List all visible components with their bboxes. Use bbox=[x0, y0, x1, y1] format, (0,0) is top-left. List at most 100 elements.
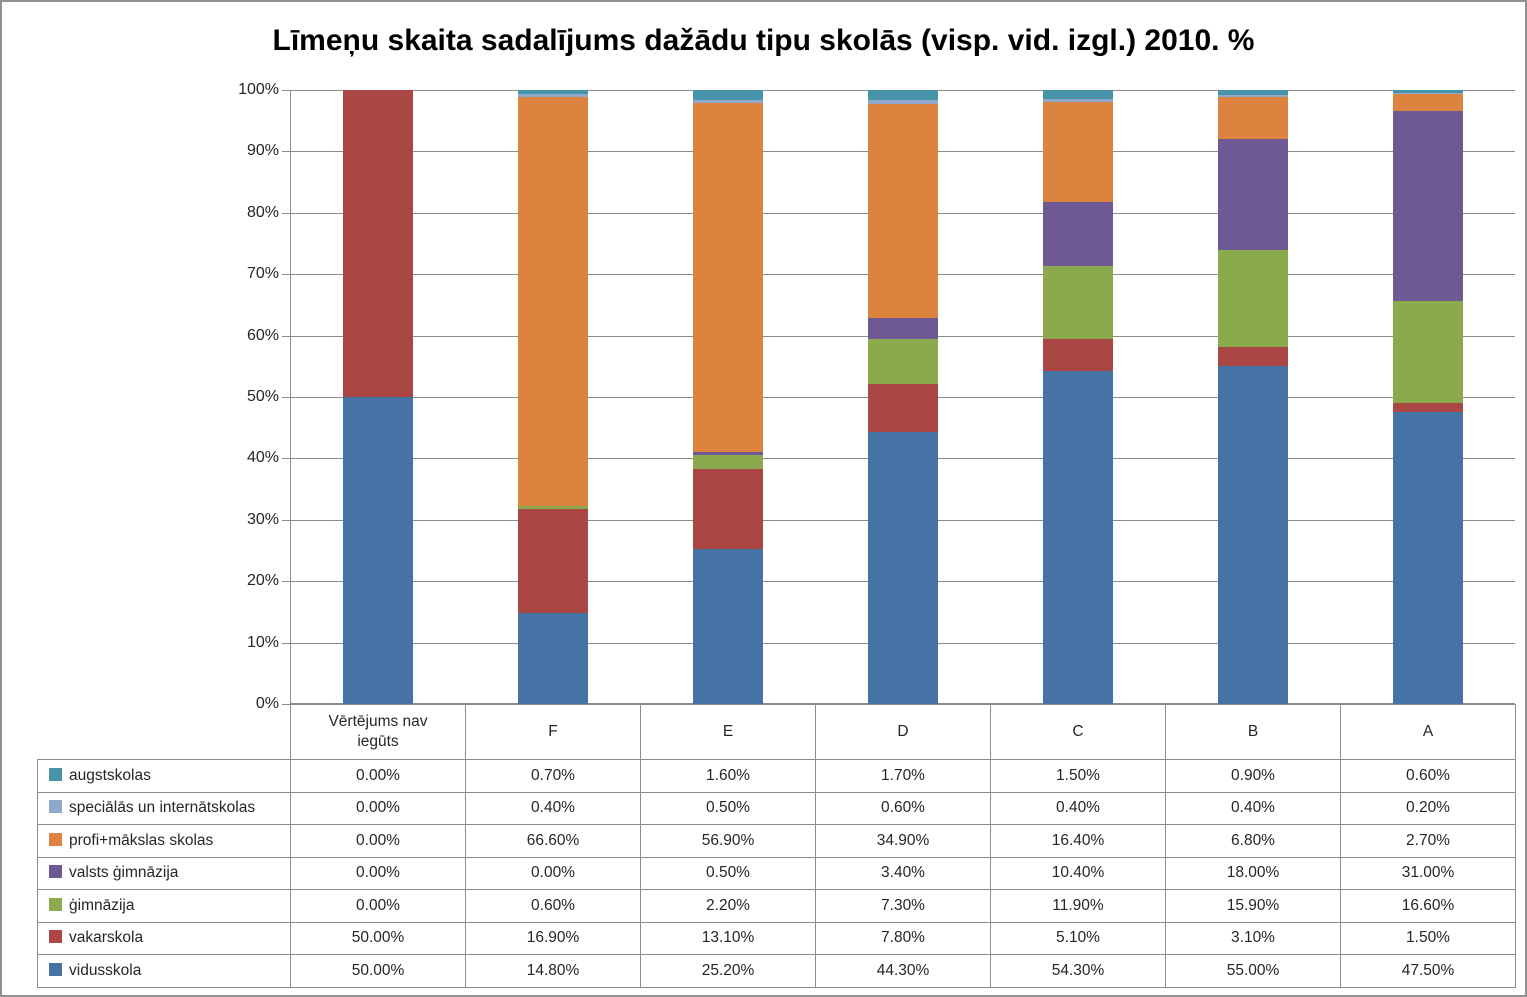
value-cell: 0.00% bbox=[290, 856, 466, 890]
value-cell: 31.00% bbox=[1340, 856, 1516, 890]
value-cell: 3.10% bbox=[1165, 921, 1341, 955]
value-cell: 2.70% bbox=[1340, 824, 1516, 858]
bar-column bbox=[290, 90, 465, 704]
y-tick-label: 60% bbox=[246, 326, 279, 344]
y-axis-labels: 0% 10% 20% 30% 40% 50% 60% 70% 80% 90% 100% bbox=[142, 81, 279, 712]
table-row: ģimnāzija 0.00% 0.60% 2.20% 7.30% 11.90% 15.90… bbox=[37, 889, 1516, 923]
y-tick-mark bbox=[282, 642, 290, 644]
y-tick-label: 100% bbox=[238, 81, 279, 98]
bar-segment bbox=[692, 452, 763, 456]
value-cell: 1.60% bbox=[640, 759, 816, 793]
stacked-bar bbox=[867, 90, 938, 704]
value-cell: 6.80% bbox=[1165, 824, 1341, 858]
value-cell: 25.20% bbox=[640, 954, 816, 988]
bar-segment bbox=[517, 509, 588, 614]
legend-swatch bbox=[49, 800, 62, 814]
value-cell: 50.00% bbox=[290, 921, 466, 955]
bar-segment bbox=[1042, 202, 1113, 267]
series-label: ģimnāzija bbox=[69, 896, 135, 914]
stacked-bar bbox=[1217, 90, 1288, 704]
table-row: vidusskola 50.00% 14.80% 25.20% 44.30% 54.30%… bbox=[37, 954, 1516, 988]
series-label: valsts ģimnāzija bbox=[69, 864, 179, 882]
bar-segment bbox=[692, 549, 763, 704]
row-label-cell: profi+mākslas skolas bbox=[37, 824, 291, 858]
stacked-bar bbox=[1042, 90, 1113, 704]
value-cell: 0.50% bbox=[640, 791, 816, 825]
value-cell: 34.90% bbox=[815, 824, 991, 858]
bar-column bbox=[990, 90, 1165, 704]
series-label: vakarskola bbox=[69, 929, 144, 947]
legend-swatch bbox=[49, 832, 62, 846]
value-cell: 16.90% bbox=[465, 921, 641, 955]
y-tick-label: 30% bbox=[246, 510, 279, 528]
table-row: valsts ģimnāzija 0.00% 0.00% 0.50% 3.40% 10.4… bbox=[37, 856, 1516, 890]
y-tick-mark bbox=[282, 151, 290, 153]
table-row: profi+mākslas skolas 0.00% 66.60% 56.90% 34.… bbox=[37, 824, 1516, 858]
value-cell: 11.90% bbox=[990, 889, 1166, 923]
value-cell: 18.00% bbox=[1165, 856, 1341, 890]
plot-area bbox=[290, 90, 1515, 704]
table-row: vakarskola 50.00% 16.90% 13.10% 7.80% 5.10% 3.… bbox=[37, 921, 1516, 955]
bar-segment bbox=[692, 455, 763, 469]
bar-segment bbox=[517, 613, 588, 704]
bar-segment bbox=[692, 468, 763, 550]
bar-segment bbox=[1217, 97, 1288, 140]
bar-segment bbox=[1217, 347, 1288, 367]
legend-swatch bbox=[49, 865, 62, 879]
bar-column bbox=[1340, 90, 1515, 704]
value-cell: 0.40% bbox=[1165, 791, 1341, 825]
row-label-cell: ģimnāzija bbox=[37, 889, 291, 923]
row-label-cell: vakarskola bbox=[37, 921, 291, 955]
bar-segment bbox=[1217, 139, 1288, 250]
y-tick-mark bbox=[282, 212, 290, 214]
bar-segment bbox=[1217, 366, 1288, 704]
value-cell: 0.70% bbox=[465, 759, 641, 793]
value-cell: 7.80% bbox=[815, 921, 991, 955]
series-label: augstskolas bbox=[69, 766, 151, 784]
bar-segment bbox=[1392, 412, 1463, 704]
category-header-cell: Vērtējums nav iegūts bbox=[290, 704, 466, 760]
bar-segment bbox=[517, 505, 588, 510]
table-header-row: Vērtējums nav iegūts F E D C B A bbox=[37, 704, 1516, 760]
value-cell: 13.10% bbox=[640, 921, 816, 955]
y-tick-label: 50% bbox=[246, 388, 279, 405]
chart-title: Līmeņu skaita sadalījums dažādu tipu sko… bbox=[272, 24, 1255, 57]
legend-swatch bbox=[49, 897, 62, 911]
bar-column bbox=[815, 90, 990, 704]
category-header-cell: D bbox=[815, 704, 991, 760]
bar-segment bbox=[517, 90, 588, 95]
bar-segment bbox=[867, 90, 938, 101]
y-tick-mark bbox=[282, 397, 290, 398]
bar-segment bbox=[342, 90, 413, 397]
legend-swatch bbox=[49, 930, 62, 944]
value-cell: 1.50% bbox=[990, 759, 1166, 793]
stacked-bar bbox=[692, 90, 763, 704]
bar-segment bbox=[1392, 110, 1463, 302]
category-header-cell: E bbox=[640, 704, 816, 760]
value-cell: 0.90% bbox=[1165, 759, 1341, 793]
bar-segment bbox=[1217, 94, 1288, 98]
bar-segment bbox=[867, 432, 938, 704]
bar-segment bbox=[867, 318, 938, 340]
value-cell: 10.40% bbox=[990, 856, 1166, 890]
stacked-bar bbox=[517, 90, 588, 704]
bar-segment bbox=[1042, 339, 1113, 371]
value-cell: 54.30% bbox=[990, 954, 1166, 988]
category-header-cell: A bbox=[1340, 704, 1516, 760]
category-header-cell: B bbox=[1165, 704, 1341, 760]
value-cell: 3.40% bbox=[815, 856, 991, 890]
bar-segment bbox=[1042, 101, 1113, 203]
data-table: Vērtējums nav iegūts F E D C B A augstskolas 0.0… bbox=[37, 704, 1516, 988]
series-label: speciālās un internātskolas bbox=[69, 799, 256, 817]
value-cell: 0.00% bbox=[290, 889, 466, 923]
stacked-bar bbox=[342, 90, 413, 704]
bar-segment bbox=[867, 100, 938, 105]
bar-segment bbox=[517, 96, 588, 506]
value-cell: 47.50% bbox=[1340, 954, 1516, 988]
y-tick-mark bbox=[282, 274, 290, 276]
stacked-bar bbox=[1392, 90, 1463, 704]
value-cell: 66.60% bbox=[465, 824, 641, 858]
bar-segment bbox=[517, 94, 588, 97]
bar-segment bbox=[692, 99, 763, 103]
y-tick-label: 90% bbox=[246, 142, 279, 160]
